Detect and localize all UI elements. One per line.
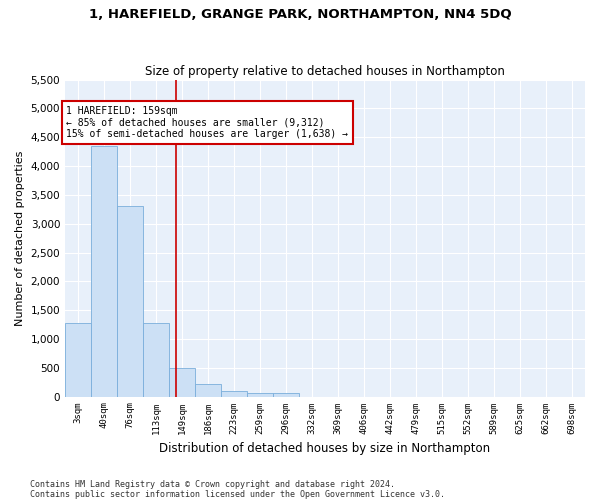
Bar <box>221 391 247 396</box>
Y-axis label: Number of detached properties: Number of detached properties <box>15 150 25 326</box>
Bar <box>65 324 91 396</box>
Text: 1, HAREFIELD, GRANGE PARK, NORTHAMPTON, NN4 5DQ: 1, HAREFIELD, GRANGE PARK, NORTHAMPTON, … <box>89 8 511 20</box>
Bar <box>117 206 143 396</box>
Text: Contains HM Land Registry data © Crown copyright and database right 2024.
Contai: Contains HM Land Registry data © Crown c… <box>30 480 445 499</box>
Text: 1 HAREFIELD: 159sqm
← 85% of detached houses are smaller (9,312)
15% of semi-det: 1 HAREFIELD: 159sqm ← 85% of detached ho… <box>67 106 349 139</box>
Bar <box>143 324 169 396</box>
X-axis label: Distribution of detached houses by size in Northampton: Distribution of detached houses by size … <box>160 442 491 455</box>
Bar <box>169 368 195 396</box>
Bar <box>273 393 299 396</box>
Bar <box>195 384 221 396</box>
Title: Size of property relative to detached houses in Northampton: Size of property relative to detached ho… <box>145 66 505 78</box>
Bar <box>247 393 273 396</box>
Bar <box>91 146 117 397</box>
